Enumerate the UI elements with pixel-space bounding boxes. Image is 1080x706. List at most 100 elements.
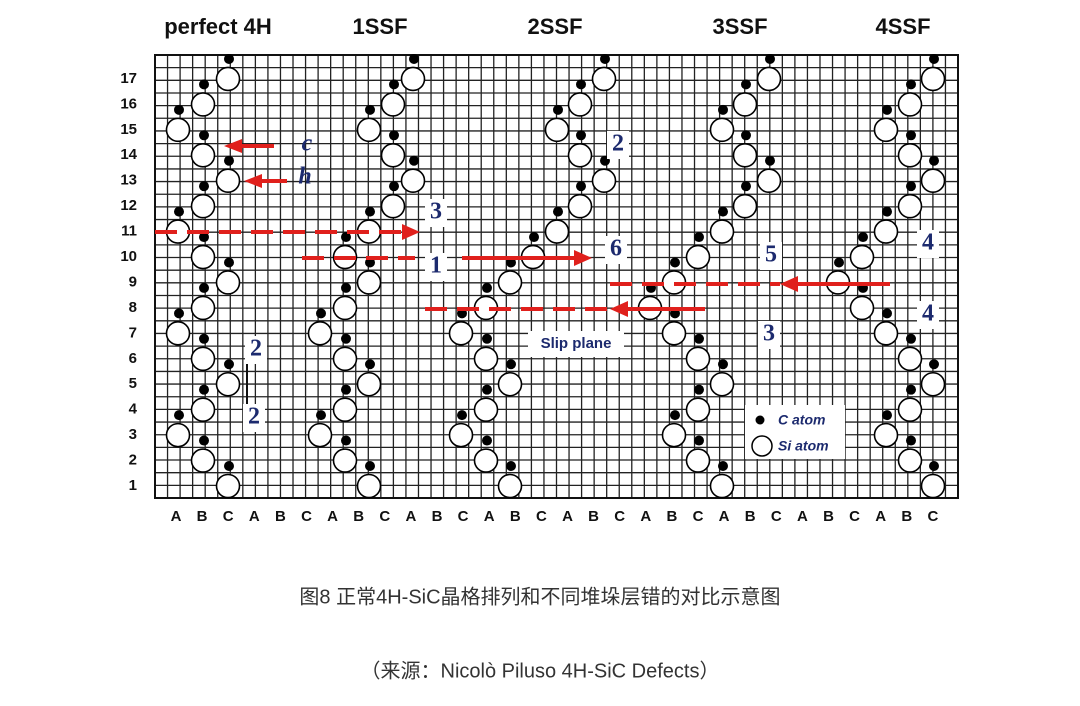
c-atom bbox=[199, 79, 209, 90]
si-atom bbox=[380, 142, 406, 168]
label-box bbox=[917, 301, 939, 329]
c-atom bbox=[906, 333, 916, 344]
si-atom bbox=[873, 422, 899, 448]
si-atom bbox=[215, 473, 241, 499]
c-atom bbox=[718, 461, 728, 471]
legend-si-symbol bbox=[751, 435, 773, 457]
c-atom bbox=[576, 181, 586, 192]
row-label: 6 bbox=[129, 350, 137, 367]
si-atom bbox=[356, 117, 382, 143]
si-atom bbox=[709, 473, 735, 499]
si-atom bbox=[165, 321, 191, 346]
c-atom bbox=[929, 461, 939, 471]
row-label: 13 bbox=[120, 172, 137, 189]
si-atom bbox=[380, 193, 406, 219]
column-label: A bbox=[249, 508, 260, 525]
c-atom bbox=[765, 155, 775, 166]
si-atom bbox=[356, 473, 382, 499]
c-atom bbox=[694, 435, 704, 446]
c-atom bbox=[506, 359, 516, 370]
si-atom bbox=[307, 422, 333, 448]
si-atom bbox=[190, 346, 216, 372]
c-atom bbox=[199, 282, 209, 293]
si-atom bbox=[709, 371, 735, 397]
row-label: 11 bbox=[121, 223, 137, 240]
label-box bbox=[425, 199, 447, 227]
si-atom bbox=[332, 448, 358, 473]
grid-border bbox=[154, 54, 959, 499]
si-atom bbox=[873, 321, 899, 346]
c-atom bbox=[316, 410, 326, 421]
si-atom bbox=[190, 448, 216, 473]
si-atom bbox=[497, 270, 523, 295]
si-atom bbox=[897, 92, 923, 117]
c-atom bbox=[224, 53, 234, 64]
si-atom bbox=[873, 219, 899, 244]
column-label: C bbox=[223, 508, 234, 525]
si-atom bbox=[448, 422, 474, 448]
si-atom bbox=[190, 244, 216, 270]
si-atom bbox=[732, 193, 758, 219]
c-atom bbox=[694, 333, 704, 344]
c-atom bbox=[670, 257, 680, 268]
si-atom bbox=[732, 142, 758, 168]
column-label: C bbox=[301, 508, 312, 525]
column-label: C bbox=[614, 508, 625, 525]
row-label: 5 bbox=[129, 375, 137, 392]
si-atom bbox=[567, 92, 593, 117]
si-atom bbox=[332, 397, 358, 422]
c-atom bbox=[174, 104, 184, 115]
si-atom bbox=[920, 66, 946, 92]
column-label: B bbox=[745, 508, 756, 525]
row-label: 1 bbox=[129, 477, 137, 494]
c-atom bbox=[741, 181, 751, 192]
si-atom bbox=[448, 321, 474, 346]
row-label: 8 bbox=[129, 299, 137, 316]
annotation: 1 bbox=[430, 253, 442, 279]
label-box bbox=[425, 253, 447, 281]
column-label: A bbox=[171, 508, 182, 525]
si-atom bbox=[497, 473, 523, 499]
si-atom bbox=[920, 168, 946, 194]
si-atom bbox=[165, 117, 191, 143]
label-box bbox=[605, 236, 627, 264]
arrowhead bbox=[780, 276, 798, 292]
si-atom bbox=[897, 448, 923, 473]
c-atom bbox=[670, 410, 680, 421]
heading: 2SSF bbox=[527, 14, 582, 39]
c-atom bbox=[482, 282, 492, 293]
c-atom bbox=[882, 104, 892, 115]
si-atom bbox=[849, 244, 875, 270]
c-atom bbox=[694, 384, 704, 395]
c-atom bbox=[882, 308, 892, 319]
column-label: C bbox=[379, 508, 390, 525]
si-atom bbox=[920, 371, 946, 397]
si-atom bbox=[473, 448, 499, 473]
heading: 3SSF bbox=[712, 14, 767, 39]
c-atom bbox=[365, 461, 375, 471]
legend-c-label: C atom bbox=[778, 412, 825, 428]
si-atom bbox=[497, 371, 523, 397]
column-label: A bbox=[875, 508, 886, 525]
legend-si-label: Si atom bbox=[778, 438, 829, 454]
si-atom bbox=[685, 397, 711, 422]
annotation: h bbox=[298, 164, 311, 190]
c-atom bbox=[718, 206, 728, 217]
si-atom bbox=[756, 66, 782, 92]
si-atom bbox=[165, 422, 191, 448]
column-label: A bbox=[640, 508, 651, 525]
c-atom bbox=[741, 130, 751, 141]
c-atom bbox=[341, 435, 351, 446]
column-label: A bbox=[797, 508, 808, 525]
arrowhead bbox=[402, 224, 420, 240]
si-atom bbox=[709, 117, 735, 143]
column-label: C bbox=[693, 508, 704, 525]
si-atom bbox=[544, 117, 570, 143]
column-label: B bbox=[275, 508, 286, 525]
si-atom bbox=[190, 397, 216, 422]
si-atom bbox=[567, 142, 593, 168]
c-atom bbox=[199, 333, 209, 344]
arrows bbox=[155, 139, 890, 317]
annotation: c bbox=[302, 131, 313, 157]
annotation: 2 bbox=[250, 336, 262, 362]
